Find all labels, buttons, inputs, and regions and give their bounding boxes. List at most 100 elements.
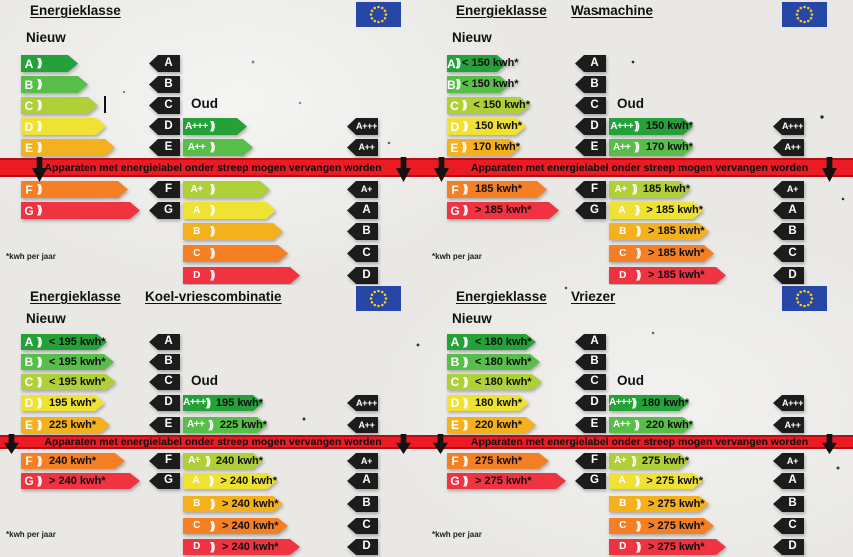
grade-letter: E xyxy=(450,418,459,432)
arrow-shape xyxy=(183,395,263,411)
cut-mark-icon: )) xyxy=(205,396,211,409)
cut-mark-icon: )) xyxy=(37,141,42,153)
arrow-shape xyxy=(183,267,300,284)
black-arrow-shape: A+++ xyxy=(773,395,804,411)
kwh-value: 185 kwh* xyxy=(475,183,523,195)
black-arrow-letter: D xyxy=(362,268,371,281)
mid-black-arrow-B: B xyxy=(149,354,180,370)
arrow-shape xyxy=(609,473,703,489)
cut-mark-icon: )) xyxy=(210,269,215,281)
cut-mark-icon: )) xyxy=(634,204,640,216)
new-column-label: Nieuw xyxy=(26,30,66,45)
black-arrow-shape: B xyxy=(575,354,606,370)
cut-mark-icon: )) xyxy=(37,57,42,69)
new-rating-arrow-E: E)) 225 kwh* xyxy=(21,417,110,433)
black-arrow-letter: D xyxy=(362,540,371,553)
kwh-value: 195 kwh* xyxy=(215,396,263,409)
black-arrow-shape: A xyxy=(575,334,606,350)
black-arrow-letter: B xyxy=(590,77,599,90)
cut-mark-icon: )) xyxy=(455,57,462,69)
new-rating-arrow-A: A)) xyxy=(21,55,78,72)
new-rating-arrow-A: A)) < 150 kwh* xyxy=(447,55,519,72)
section-title: Energieklasse xyxy=(456,289,547,304)
grade-letter: B xyxy=(447,77,456,92)
old-rating-arrow-A+: A+)) 185 kwh* xyxy=(609,181,690,198)
black-arrow-shape: B xyxy=(575,76,606,93)
right-black-arrow-B: B xyxy=(347,223,378,240)
arrow-shape xyxy=(183,518,288,534)
cut-mark-icon: )) xyxy=(632,183,637,195)
black-arrow-letter: A+ xyxy=(786,184,799,194)
arrow-shape xyxy=(447,354,540,370)
old-rating-arrow-D: D)) > 240 kwh* xyxy=(183,539,300,555)
arrow-shape xyxy=(447,97,530,114)
old-rating-arrow-C: C)) > 240 kwh* xyxy=(183,518,288,534)
right-black-arrow-B: B xyxy=(347,496,378,512)
right-black-arrow-C: C xyxy=(773,245,804,262)
kwh-value: 225 kwh* xyxy=(219,418,267,431)
arrow-shape xyxy=(609,181,690,198)
new-rating-arrow-E: E)) xyxy=(21,139,115,156)
right-black-arrow-C: C xyxy=(347,245,378,262)
cut-mark-icon: )) xyxy=(463,396,468,409)
grade-letter: G xyxy=(450,474,460,488)
arrow-shape xyxy=(21,202,140,219)
cut-mark-icon: )) xyxy=(461,141,467,153)
footnote: *kwh per jaar xyxy=(432,530,482,539)
black-arrow-letter: A xyxy=(362,474,371,487)
old-rating-arrow-A++: A++)) 170 kwh* xyxy=(609,139,693,156)
black-arrow-shape: D xyxy=(575,118,606,135)
grade-letter: B xyxy=(24,77,34,92)
grade-letter: B xyxy=(450,355,460,369)
eu-flag-icon xyxy=(782,286,827,311)
old-rating-arrow-B: B)) > 275 kwh* xyxy=(609,496,709,512)
replacement-band: Apparaten met energielabel onder streep … xyxy=(426,434,853,454)
kwh-value: 220 kwh* xyxy=(475,418,523,431)
arrow-shape xyxy=(609,118,693,135)
new-rating-arrow-B: B)) < 195 kwh* xyxy=(21,354,114,370)
grade-letter: D xyxy=(619,541,626,552)
grade-letter: C xyxy=(450,98,459,113)
cut-mark-icon: )) xyxy=(37,204,42,216)
arrow-shape xyxy=(609,496,709,512)
old-column-label: Oud xyxy=(617,96,644,111)
kwh-value: > 275 kwh* xyxy=(475,474,532,487)
cut-mark-icon: )) xyxy=(208,474,214,487)
black-arrow-shape: C xyxy=(347,245,378,262)
grade-letter: D xyxy=(24,119,34,134)
grade-letter: A++ xyxy=(187,419,205,430)
mid-black-arrow-E: E xyxy=(575,417,606,433)
right-black-arrow-A++: A++ xyxy=(347,417,378,433)
right-black-arrow-A+++: A+++ xyxy=(347,395,378,411)
black-arrow-shape: A+ xyxy=(347,181,378,198)
arrow-shape xyxy=(609,417,693,433)
black-arrow-letter: A+++ xyxy=(781,121,804,131)
black-arrow-letter: A+++ xyxy=(355,121,378,131)
replacement-band: Apparaten met energielabel onder streep … xyxy=(0,434,426,454)
mid-black-arrow-G: G xyxy=(149,202,180,219)
cut-mark-icon: )) xyxy=(463,335,468,348)
grade-letter: C xyxy=(24,98,34,113)
cut-mark-icon: )) xyxy=(37,454,42,467)
footnote: *kwh per jaar xyxy=(432,252,482,261)
arrow-shape xyxy=(21,354,114,370)
arrow-shape xyxy=(21,181,128,198)
cut-mark-icon: )) xyxy=(634,474,640,487)
grade-letter: G xyxy=(450,203,460,218)
arrow-shape xyxy=(183,139,253,156)
black-arrow-shape: B xyxy=(773,496,804,512)
band-text: Apparaten met energielabel onder streep … xyxy=(470,161,809,174)
cut-mark-icon: )) xyxy=(37,418,42,431)
cut-mark-icon: )) xyxy=(210,540,215,553)
mid-black-arrow-F: F xyxy=(149,181,180,198)
kwh-value: 195 kwh* xyxy=(49,396,97,409)
grade-letter: F xyxy=(451,454,459,468)
mid-black-arrow-D: D xyxy=(149,395,180,411)
cut-mark-icon: )) xyxy=(636,225,641,237)
kwh-value: 180 kwh* xyxy=(475,396,523,409)
mid-black-arrow-A: A xyxy=(149,334,180,350)
arrow-shape xyxy=(183,202,276,219)
arrow-shape xyxy=(183,181,270,198)
grade-letter: B xyxy=(619,498,626,509)
new-rating-arrow-G: G)) > 275 kwh* xyxy=(447,473,566,489)
